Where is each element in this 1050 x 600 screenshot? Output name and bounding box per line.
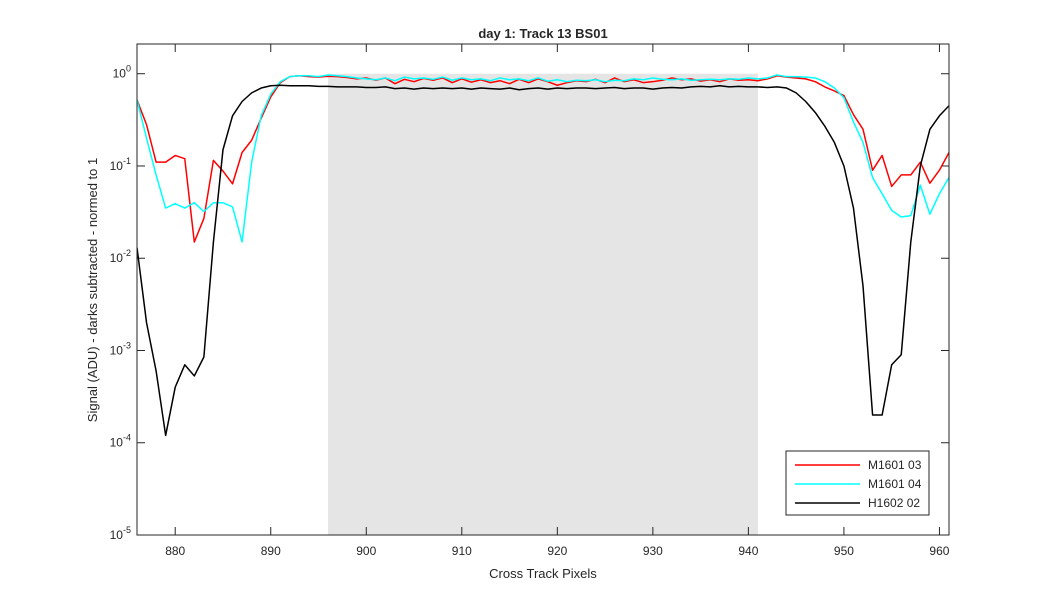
y-tick-label: 10-2 xyxy=(110,248,131,265)
x-tick-label: 960 xyxy=(929,544,949,558)
x-tick-label: 900 xyxy=(356,544,376,558)
y-tick-label: 10-3 xyxy=(110,340,131,357)
x-tick-label: 950 xyxy=(834,544,854,558)
axes-box xyxy=(136,43,950,536)
x-tick-label: 940 xyxy=(738,544,758,558)
x-tick-label: 890 xyxy=(261,544,281,558)
y-tick-label: 10-5 xyxy=(110,525,131,542)
x-tick-label: 930 xyxy=(643,544,663,558)
y-axis-label: Signal (ADU) - darks subtracted - normed… xyxy=(85,158,100,422)
legend-label: M1601 03 xyxy=(868,458,922,472)
y-tick-label: 10-1 xyxy=(110,156,131,173)
x-axis-label: Cross Track Pixels xyxy=(489,566,597,581)
y-tick-label: 100 xyxy=(113,64,131,81)
chart-title: day 1: Track 13 BS01 xyxy=(478,26,607,41)
legend-box xyxy=(785,450,930,516)
series-line xyxy=(137,84,949,437)
legend-label: M1601 04 xyxy=(868,477,922,491)
series-line xyxy=(137,74,949,243)
x-tick-label: 920 xyxy=(547,544,567,558)
shaded-region xyxy=(328,73,758,535)
x-tick-label: 880 xyxy=(165,544,185,558)
legend-label: H1602 02 xyxy=(868,496,920,510)
x-tick-label: 910 xyxy=(452,544,472,558)
y-tick-label: 10-4 xyxy=(110,433,131,450)
